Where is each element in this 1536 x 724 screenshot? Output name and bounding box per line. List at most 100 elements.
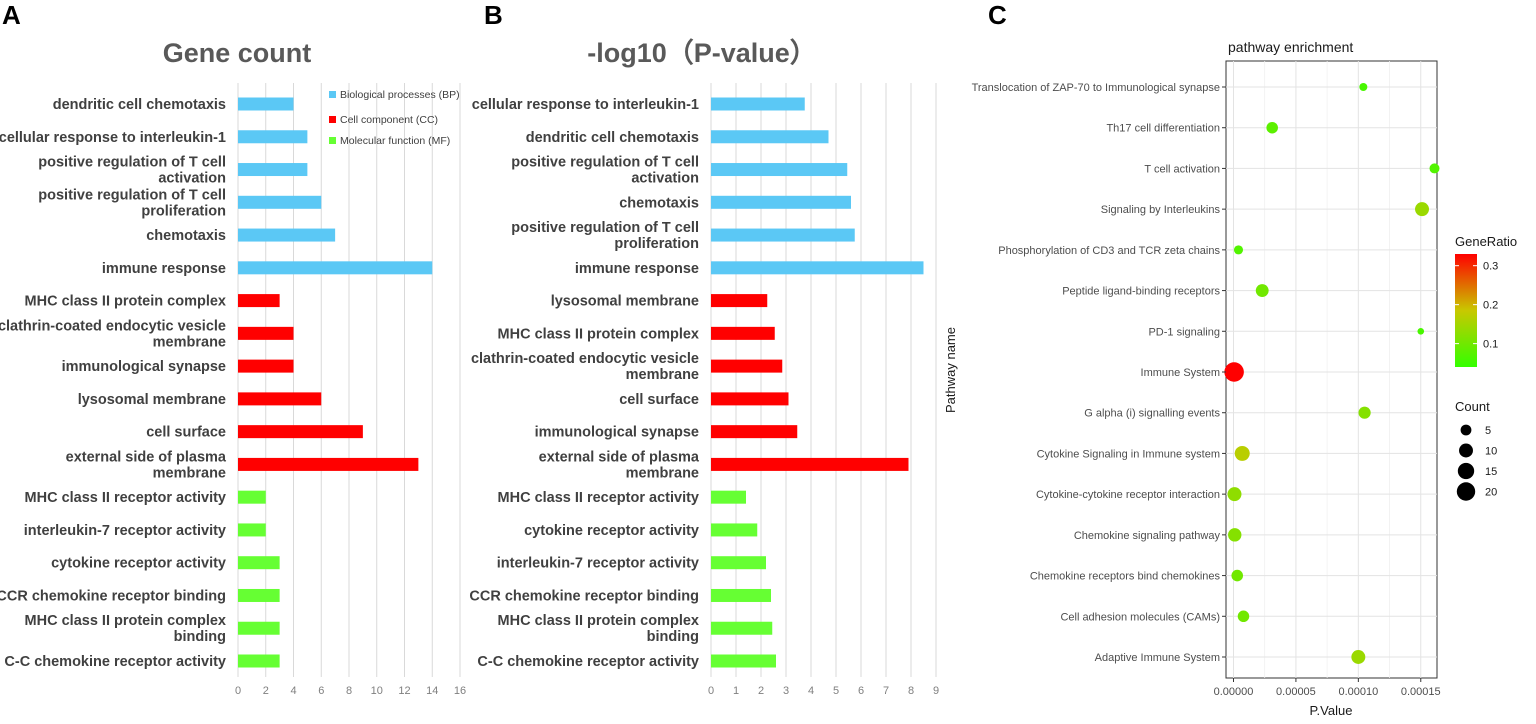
bar-mf — [238, 654, 280, 668]
generatio-color-legend: GeneRatio 0.1 0.2 0.3 — [1455, 234, 1517, 367]
color-tick-label: 0.2 — [1483, 300, 1498, 312]
x-tick-label: 6 — [858, 685, 864, 697]
category-label-line: positive regulation of T cell — [38, 187, 226, 203]
category-label: immune response — [102, 261, 226, 277]
category-label-line: positive regulation of T cell — [511, 155, 699, 171]
color-tick-label: 0.1 — [1483, 339, 1498, 351]
pathway-label: Adaptive Immune System — [1095, 652, 1220, 664]
category-label-line: cell surface — [619, 392, 699, 408]
category-label-line: MHC class II receptor activity — [25, 490, 226, 506]
x-tick-label: 6 — [318, 685, 324, 697]
count-legend-dot — [1459, 443, 1473, 458]
bar-bp — [238, 195, 322, 209]
category-label-line: membrane — [626, 367, 699, 383]
category-label-line: cellular response to interleukin-1 — [472, 97, 699, 113]
pathway-point — [1237, 610, 1250, 623]
category-label-line: binding — [647, 629, 699, 645]
category-label-line: MHC class II receptor activity — [498, 490, 699, 506]
category-label-line: membrane — [153, 334, 226, 350]
legend-cc-swatch — [329, 116, 336, 123]
category-label: cytokine receptor activity — [51, 556, 226, 572]
generatio-legend-ticks: 0.1 0.2 0.3 — [1455, 261, 1498, 351]
category-label-line: cytokine receptor activity — [524, 523, 699, 539]
bar-bp — [238, 163, 308, 177]
bar-cc — [238, 457, 419, 471]
bar-cc — [238, 359, 294, 373]
x-tick-label: 4 — [290, 685, 296, 697]
category-label: MHC class II protein complex binding — [498, 613, 699, 645]
count-legend-items: 5 10 15 20 — [1456, 424, 1497, 501]
x-tick-label: 5 — [833, 685, 839, 697]
category-label: chemotaxis — [619, 195, 699, 211]
panel-c-y-axis-label: Pathway name — [943, 327, 958, 413]
category-label: CCR chemokine receptor binding — [0, 588, 226, 604]
bar-bp — [711, 228, 855, 242]
category-label: immunological synapse — [62, 359, 226, 375]
category-label-line: activation — [158, 171, 226, 187]
category-label-line: interleukin-7 receptor activity — [24, 523, 226, 539]
category-label: C-C chemokine receptor activity — [477, 654, 699, 670]
panel-a-gridlines — [237, 83, 461, 677]
count-legend-label: 5 — [1485, 425, 1491, 437]
panel-label-c: C — [988, 0, 1007, 30]
panel-b-category-labels: cellular response to interleukin-1 dendri… — [469, 97, 700, 670]
category-label: cellular response to interleukin-1 — [0, 130, 226, 146]
bar-mf — [238, 588, 280, 602]
pathway-point — [1234, 445, 1250, 461]
pathway-label: Cytokine-cytokine receptor interaction — [1036, 489, 1220, 501]
category-label-line: interleukin-7 receptor activity — [497, 556, 699, 572]
bar-bp — [711, 163, 848, 177]
category-label: chemotaxis — [146, 228, 226, 244]
bar-mf — [711, 490, 746, 504]
pathway-point — [1228, 528, 1242, 542]
bar-mf — [711, 621, 773, 635]
bar-cc — [711, 326, 775, 340]
pathway-point — [1231, 569, 1244, 582]
legend-cc-label: Cell component (CC) — [340, 114, 438, 126]
category-label-line: MHC class II protein complex — [25, 294, 226, 310]
x-tick-label: 16 — [454, 685, 466, 697]
category-label: dendritic cell chemotaxis — [53, 97, 226, 113]
category-label: positive regulation of T cell activation — [38, 155, 226, 187]
bar-mf — [238, 490, 266, 504]
category-label-line: dendritic cell chemotaxis — [53, 97, 226, 113]
category-label: cell surface — [619, 392, 699, 408]
category-label: CCR chemokine receptor binding — [469, 588, 699, 604]
category-label: clathrin-coated endocytic vesicle membran… — [0, 318, 226, 350]
bar-cc — [711, 425, 798, 439]
x-tick-label: 0.00015 — [1401, 686, 1441, 698]
legend-mf-swatch — [329, 137, 336, 144]
panel-c-x-axis-label: P.Value — [1310, 703, 1353, 718]
pathway-point — [1415, 202, 1429, 217]
pathway-label: PD-1 signaling — [1148, 326, 1220, 338]
panel-c-pathway-labels: Translocation of ZAP-70 to Immunological… — [972, 82, 1226, 664]
bar-bp — [711, 195, 851, 209]
bar-mf — [238, 621, 280, 635]
count-legend-dot — [1456, 482, 1476, 501]
pathway-point — [1429, 163, 1440, 174]
category-label-line: MHC class II protein complex — [498, 613, 699, 629]
x-tick-label: 2 — [758, 685, 764, 697]
count-legend-label: 20 — [1485, 487, 1497, 499]
x-tick-label: 0.00005 — [1276, 686, 1316, 698]
bar-cc — [711, 457, 909, 471]
bar-bp — [238, 130, 308, 144]
panel-label-a: A — [2, 0, 21, 30]
pathway-point — [1266, 121, 1278, 134]
category-label: interleukin-7 receptor activity — [24, 523, 226, 539]
x-tick-label: 0 — [708, 685, 714, 697]
category-label-line: immune response — [102, 261, 226, 277]
category-label-line: chemotaxis — [619, 195, 699, 211]
pathway-label: Chemokine receptors bind chemokines — [1030, 571, 1221, 583]
category-label: dendritic cell chemotaxis — [526, 130, 699, 146]
category-label-line: immunological synapse — [62, 359, 226, 375]
category-label-line: positive regulation of T cell — [511, 220, 699, 236]
category-label: cellular response to interleukin-1 — [472, 97, 699, 113]
pathway-point — [1227, 487, 1242, 502]
category-label: lysosomal membrane — [551, 294, 699, 310]
panel-a-category-labels: dendritic cell chemotaxis cellular respon… — [0, 97, 227, 670]
category-label-line: chemotaxis — [146, 228, 226, 244]
category-label-line: external side of plasma — [539, 449, 700, 465]
panel-a-gene-count-chart: Gene count dendritic cell chemotaxis cell… — [0, 38, 466, 697]
